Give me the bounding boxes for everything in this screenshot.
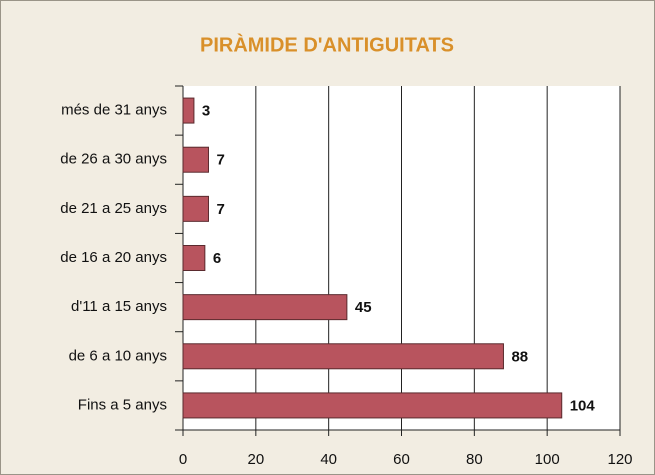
- x-tick-label: 0: [179, 451, 187, 468]
- bar: [182, 195, 209, 222]
- x-tick-label: 40: [320, 451, 337, 468]
- x-tick-label: 100: [535, 451, 560, 468]
- value-label: 104: [570, 397, 596, 414]
- bar: [182, 343, 504, 370]
- y-tick-label: Fins a 5 anys: [78, 396, 167, 413]
- y-tick-label: de 21 a 25 anys: [60, 200, 167, 217]
- y-tick-label: de 26 a 30 anys: [60, 151, 167, 168]
- chart-title: PIRÀMIDE D'ANTIGUITATS: [200, 33, 454, 56]
- value-label: 7: [216, 152, 224, 169]
- bar: [182, 97, 195, 124]
- x-tick-label: 60: [393, 451, 410, 468]
- y-tick-label: d'11 a 15 anys: [71, 298, 167, 315]
- x-tick-label: 120: [607, 451, 632, 468]
- x-tick-label: 20: [247, 451, 264, 468]
- y-tick-label: més de 31 anys: [61, 102, 167, 119]
- value-label: 45: [355, 299, 372, 316]
- value-label: 7: [216, 201, 224, 218]
- y-tick-label: de 6 a 10 anys: [69, 347, 167, 364]
- y-tick-label: de 16 a 20 anys: [60, 249, 167, 266]
- value-label: 3: [202, 103, 210, 120]
- bar: [182, 245, 206, 271]
- bar: [182, 392, 563, 419]
- x-tick-label: 80: [466, 451, 483, 468]
- value-label: 6: [213, 250, 221, 267]
- bar: [182, 146, 209, 173]
- value-label: 88: [511, 348, 528, 365]
- bar: [182, 294, 348, 321]
